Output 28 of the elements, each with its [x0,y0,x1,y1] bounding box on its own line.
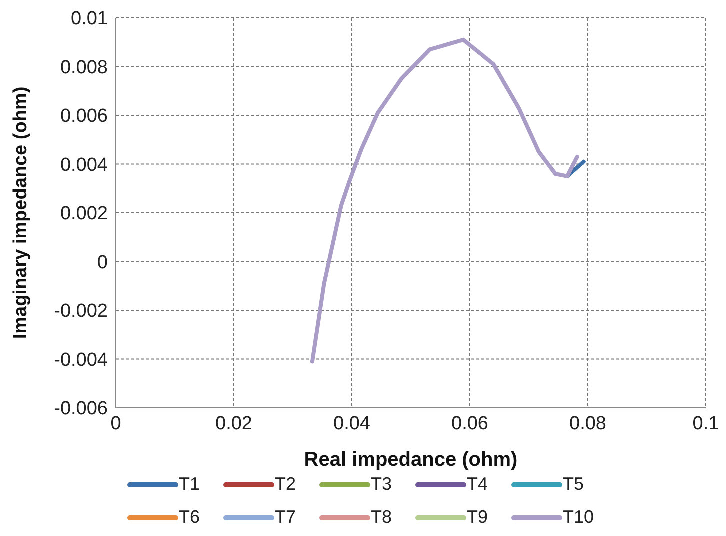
x-tick-label: 0.1 [692,413,720,434]
x-tick-label: 0.04 [334,413,371,434]
legend-label: T9 [467,507,488,528]
y-tick-label: -0.002 [54,301,108,322]
y-tick-label: 0.008 [60,57,108,78]
legend-label: T8 [371,507,392,528]
legend-label: T2 [275,474,296,495]
legend-label: T7 [275,507,296,528]
legend-label: T10 [563,507,594,528]
y-tick-label: -0.004 [54,350,108,371]
legend-label: T1 [179,474,200,495]
y-tick-label: 0.01 [71,8,108,30]
y-tick-label: 0.002 [60,204,108,225]
x-tick-label: 0.02 [216,413,252,434]
y-axis-title: Imaginary impedance (ohm) [10,86,32,340]
legend-label: T6 [179,507,200,528]
x-tick-label: 0.08 [570,413,606,434]
y-tick-label: 0.006 [60,106,108,128]
line-series [310,38,580,364]
legend-label: T3 [371,474,392,495]
legend-label: T4 [467,474,488,495]
x-axis-title: Real impedance (ohm) [304,449,518,471]
y-tick-label: 0 [97,252,108,274]
x-tick-label: 0.06 [452,413,488,434]
y-tick-label: -0.006 [54,398,108,420]
x-tick-label: 0 [110,413,122,434]
y-tick-label: 0.004 [60,154,108,176]
legend-label: T5 [563,474,584,495]
